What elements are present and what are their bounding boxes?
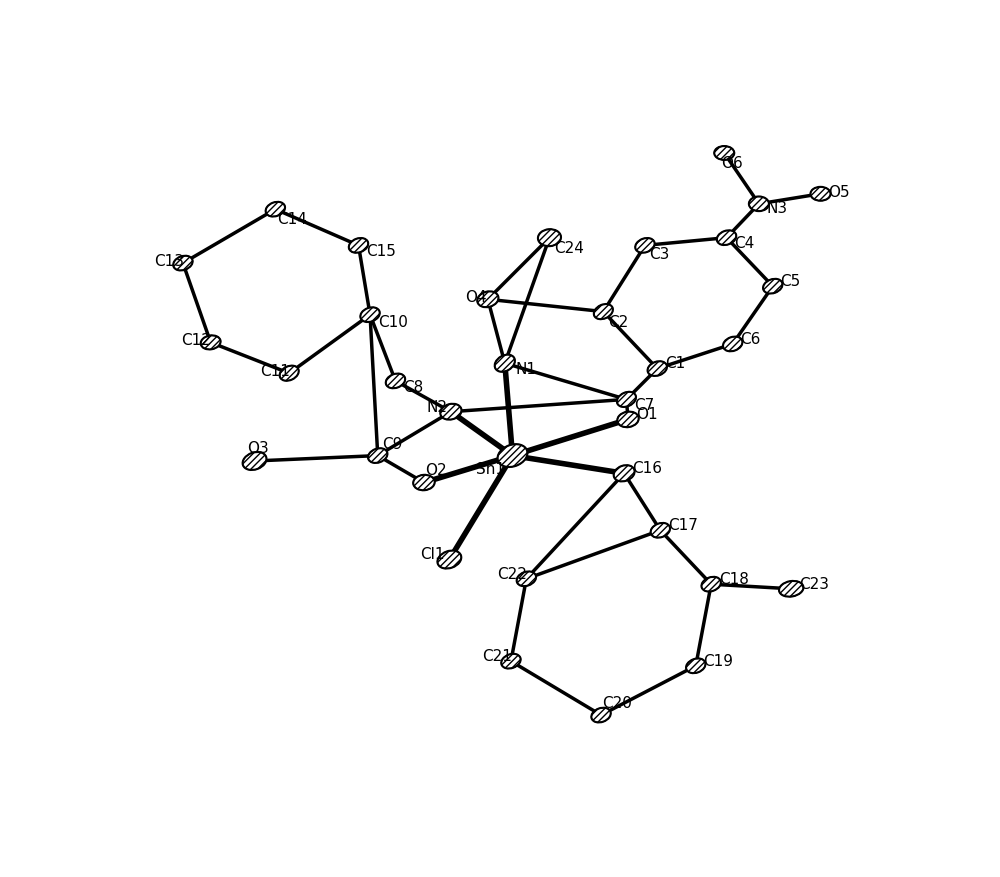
- Text: Sn1: Sn1: [476, 462, 505, 477]
- Ellipse shape: [779, 581, 803, 596]
- Text: C1: C1: [665, 356, 685, 372]
- Text: C8: C8: [403, 380, 423, 395]
- Text: C18: C18: [719, 572, 749, 587]
- Ellipse shape: [538, 229, 561, 246]
- Text: C3: C3: [650, 247, 670, 262]
- Text: O4: O4: [465, 290, 486, 305]
- Ellipse shape: [201, 335, 221, 349]
- Text: C20: C20: [603, 696, 632, 711]
- Text: N1: N1: [516, 362, 537, 377]
- Text: O5: O5: [828, 185, 850, 200]
- Text: C14: C14: [277, 212, 307, 227]
- Text: C22: C22: [497, 567, 527, 581]
- Text: C2: C2: [608, 315, 628, 330]
- Ellipse shape: [686, 659, 705, 674]
- Ellipse shape: [440, 403, 462, 419]
- Ellipse shape: [763, 279, 782, 294]
- Text: C19: C19: [703, 653, 733, 668]
- Ellipse shape: [413, 474, 435, 490]
- Ellipse shape: [495, 354, 515, 372]
- Ellipse shape: [594, 304, 613, 319]
- Ellipse shape: [714, 146, 734, 160]
- Ellipse shape: [437, 551, 461, 568]
- Ellipse shape: [501, 654, 521, 668]
- Text: C21: C21: [482, 649, 512, 664]
- Text: O2: O2: [425, 463, 447, 478]
- Ellipse shape: [517, 572, 536, 586]
- Text: O1: O1: [636, 407, 657, 423]
- Text: C16: C16: [632, 461, 662, 476]
- Ellipse shape: [280, 366, 299, 381]
- Ellipse shape: [635, 238, 655, 253]
- Text: C6: C6: [740, 332, 761, 346]
- Ellipse shape: [349, 238, 368, 253]
- Text: C10: C10: [378, 315, 408, 330]
- Text: C15: C15: [366, 244, 396, 259]
- Text: O6: O6: [721, 156, 743, 171]
- Text: N2: N2: [426, 400, 447, 415]
- Ellipse shape: [173, 256, 193, 270]
- Text: C7: C7: [634, 398, 654, 413]
- Text: C24: C24: [554, 241, 584, 256]
- Ellipse shape: [651, 523, 670, 538]
- Text: O3: O3: [247, 441, 269, 456]
- Ellipse shape: [810, 187, 831, 201]
- Text: C12: C12: [181, 333, 211, 348]
- Ellipse shape: [614, 465, 635, 481]
- Ellipse shape: [498, 444, 527, 467]
- Ellipse shape: [648, 361, 667, 376]
- Text: C17: C17: [668, 518, 698, 533]
- Text: Cl1: Cl1: [420, 547, 445, 562]
- Ellipse shape: [477, 291, 498, 307]
- Ellipse shape: [749, 196, 769, 211]
- Ellipse shape: [591, 708, 611, 723]
- Ellipse shape: [368, 448, 387, 463]
- Text: C23: C23: [799, 577, 829, 592]
- Ellipse shape: [266, 202, 285, 217]
- Text: C9: C9: [382, 437, 403, 452]
- Text: C4: C4: [734, 236, 755, 252]
- Ellipse shape: [617, 411, 639, 427]
- Ellipse shape: [243, 452, 266, 470]
- Ellipse shape: [386, 374, 405, 389]
- Ellipse shape: [701, 577, 721, 592]
- Ellipse shape: [717, 231, 736, 245]
- Ellipse shape: [723, 337, 742, 352]
- Text: C5: C5: [780, 275, 801, 289]
- Ellipse shape: [617, 392, 636, 407]
- Ellipse shape: [360, 307, 380, 322]
- Text: C11: C11: [260, 364, 290, 379]
- Text: N3: N3: [767, 201, 788, 216]
- Text: C13: C13: [154, 254, 184, 269]
